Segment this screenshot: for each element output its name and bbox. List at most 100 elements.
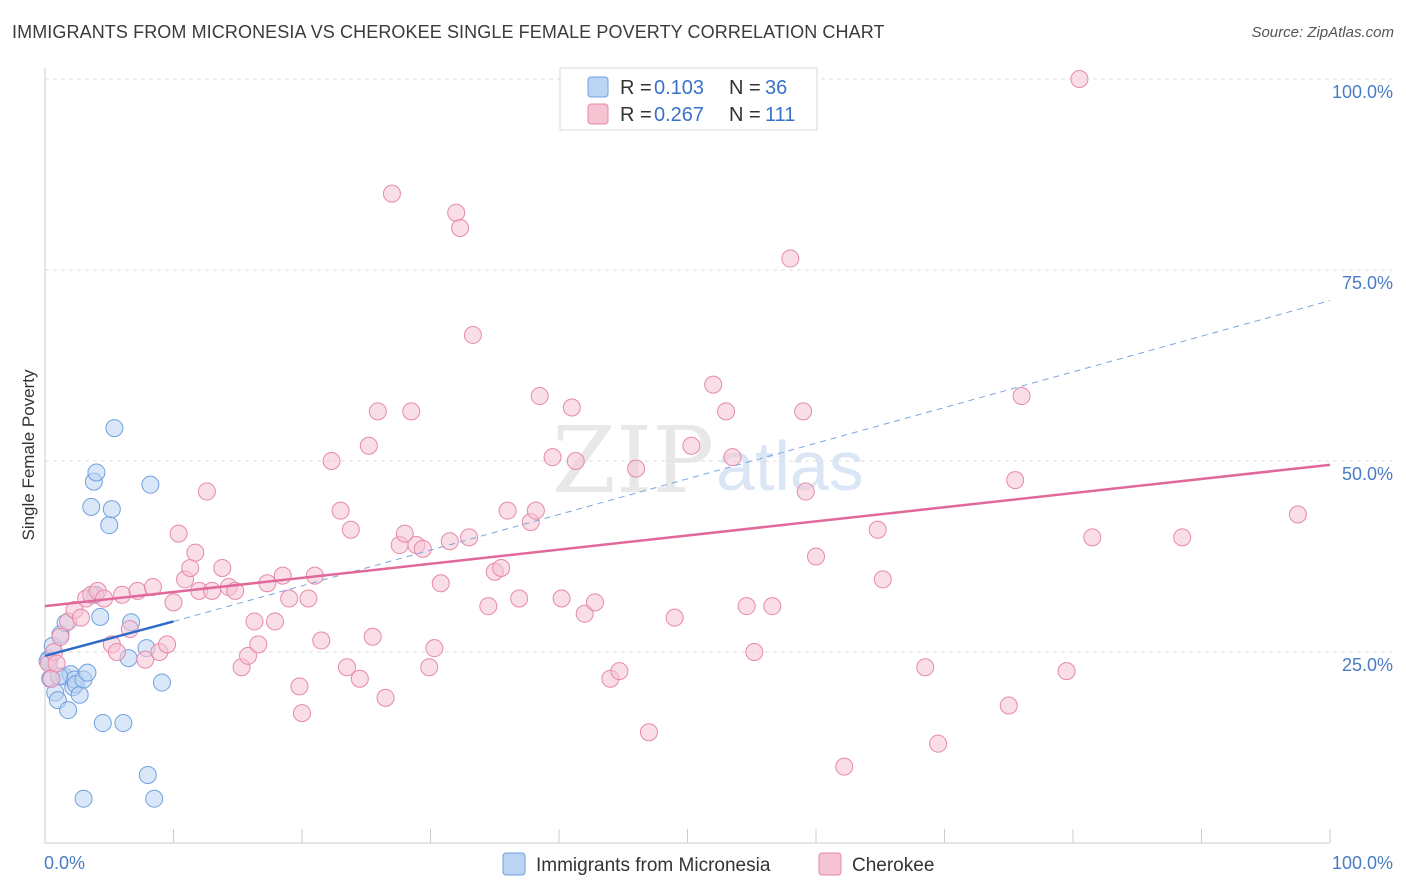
- point-cherokee-33: [239, 646, 258, 665]
- point-cherokee-71: [498, 501, 517, 520]
- point-cherokee-83: [610, 662, 629, 681]
- trend-micronesia: [44, 620, 174, 658]
- point-cherokee-59: [413, 539, 432, 558]
- point-cherokee-46: [331, 501, 350, 520]
- point-cherokee-96: [796, 482, 815, 501]
- point-cherokee-79: [566, 452, 585, 470]
- point-cherokee-47: [337, 658, 356, 677]
- point-cherokee-22: [169, 524, 188, 543]
- trend-lines: [44, 300, 1331, 658]
- x-ticks: [173, 829, 1331, 843]
- point-cherokee-89: [717, 402, 736, 421]
- point-cherokee-67: [463, 325, 482, 344]
- point-cherokee-51: [363, 627, 382, 646]
- point-cherokee-57: [402, 402, 421, 421]
- point-cherokee-48: [341, 520, 360, 539]
- point-cherokee-39: [280, 589, 299, 608]
- point-cherokee-7: [71, 608, 90, 627]
- point-cherokee-100: [873, 570, 892, 589]
- point-cherokee-74: [526, 501, 545, 520]
- point-cherokee-21: [164, 593, 183, 612]
- point-cherokee-65: [451, 218, 470, 237]
- point-cherokee-28: [203, 581, 222, 600]
- point-cherokee-50: [359, 436, 378, 455]
- point-cherokee-105: [1012, 387, 1031, 406]
- point-cherokee-80: [575, 604, 594, 623]
- point-micronesia-32: [152, 673, 171, 692]
- point-cherokee-61: [425, 639, 444, 658]
- point-micronesia-21: [93, 714, 112, 733]
- x-tick-label-left: 0.0%: [44, 853, 85, 873]
- legend-r-label-2: R =: [620, 104, 652, 126]
- point-cherokee-40: [290, 677, 309, 696]
- bottom-legend-label-micronesia: Immigrants from Micronesia: [536, 855, 771, 876]
- point-cherokee-104: [1006, 471, 1025, 490]
- point-micronesia-22: [100, 516, 119, 535]
- legend-n-label-1: N =: [729, 77, 761, 99]
- trend-cherokee: [44, 463, 1331, 608]
- point-micronesia-24: [105, 419, 124, 438]
- point-cherokee-95: [794, 402, 813, 421]
- point-cherokee-94: [781, 249, 800, 268]
- point-cherokee-35: [249, 635, 268, 654]
- point-cherokee-72: [510, 589, 529, 608]
- point-cherokee-60: [420, 658, 439, 677]
- x-tick-label-right: 100.0%: [1332, 853, 1393, 873]
- y-tick-label-25: 25.0%: [1342, 655, 1393, 675]
- y-axis-title: Single Female Poverty: [19, 369, 38, 541]
- point-micronesia-30: [141, 475, 160, 494]
- point-cherokee-84: [627, 459, 646, 478]
- point-cherokee-103: [999, 696, 1018, 715]
- point-cherokee-26: [197, 482, 216, 501]
- point-micronesia-18: [87, 463, 106, 482]
- point-cherokee-66: [460, 528, 479, 547]
- y-tick-label-50: 50.0%: [1342, 464, 1393, 484]
- y-tick-labels: 25.0% 50.0% 75.0% 100.0%: [1332, 82, 1393, 675]
- point-cherokee-101: [916, 658, 935, 677]
- point-cherokee-42: [299, 589, 318, 608]
- point-micronesia-25: [114, 714, 133, 733]
- point-cherokee-24: [181, 558, 200, 577]
- point-cherokee-90: [723, 448, 742, 467]
- point-cherokee-98: [835, 757, 854, 776]
- point-micronesia-23: [102, 500, 121, 519]
- point-cherokee-3: [47, 654, 66, 673]
- source-label: Source: ZipAtlas.com: [1251, 24, 1394, 41]
- point-cherokee-78: [562, 398, 581, 417]
- series-cherokee-points: [39, 70, 1307, 776]
- point-cherokee-49: [350, 669, 369, 688]
- point-cherokee-68: [479, 597, 498, 616]
- point-cherokee-107: [1083, 528, 1102, 547]
- bottom-legend-swatch-micronesia: [502, 852, 526, 876]
- chart-title: IMMIGRANTS FROM MICRONESIA VS CHEROKEE S…: [12, 22, 885, 42]
- point-cherokee-54: [382, 184, 401, 203]
- point-cherokee-14: [113, 585, 132, 604]
- point-cherokee-81: [585, 593, 604, 612]
- point-micronesia-31: [145, 789, 164, 808]
- point-cherokee-86: [665, 608, 684, 627]
- point-micronesia-29: [138, 766, 157, 785]
- point-micronesia-8: [59, 701, 78, 720]
- point-cherokee-76: [543, 448, 562, 467]
- legend-n-value-1: 36: [765, 77, 787, 99]
- point-micronesia-20: [91, 607, 110, 626]
- point-cherokee-41: [293, 704, 311, 723]
- legend-r-value-1: 0.103: [654, 77, 704, 99]
- point-cherokee-99: [868, 520, 887, 539]
- point-cherokee-85: [639, 723, 658, 742]
- point-micronesia-13: [70, 685, 89, 704]
- point-cherokee-56: [395, 524, 414, 543]
- y-tick-label-75: 75.0%: [1342, 273, 1393, 293]
- point-cherokee-52: [368, 402, 387, 421]
- point-cherokee-37: [266, 612, 285, 631]
- stats-legend: R = 0.103 N = 36 R = 0.267 N = 111: [559, 67, 818, 131]
- point-cherokee-1: [42, 669, 61, 688]
- point-cherokee-88: [704, 375, 723, 394]
- point-cherokee-77: [552, 589, 571, 608]
- legend-n-label-2: N =: [729, 104, 761, 126]
- point-cherokee-64: [447, 203, 466, 222]
- point-cherokee-20: [158, 635, 177, 654]
- watermark-atlas: atlas: [716, 427, 864, 505]
- legend-r-label-1: R =: [620, 77, 652, 99]
- legend-n-value-2: 111: [765, 104, 795, 126]
